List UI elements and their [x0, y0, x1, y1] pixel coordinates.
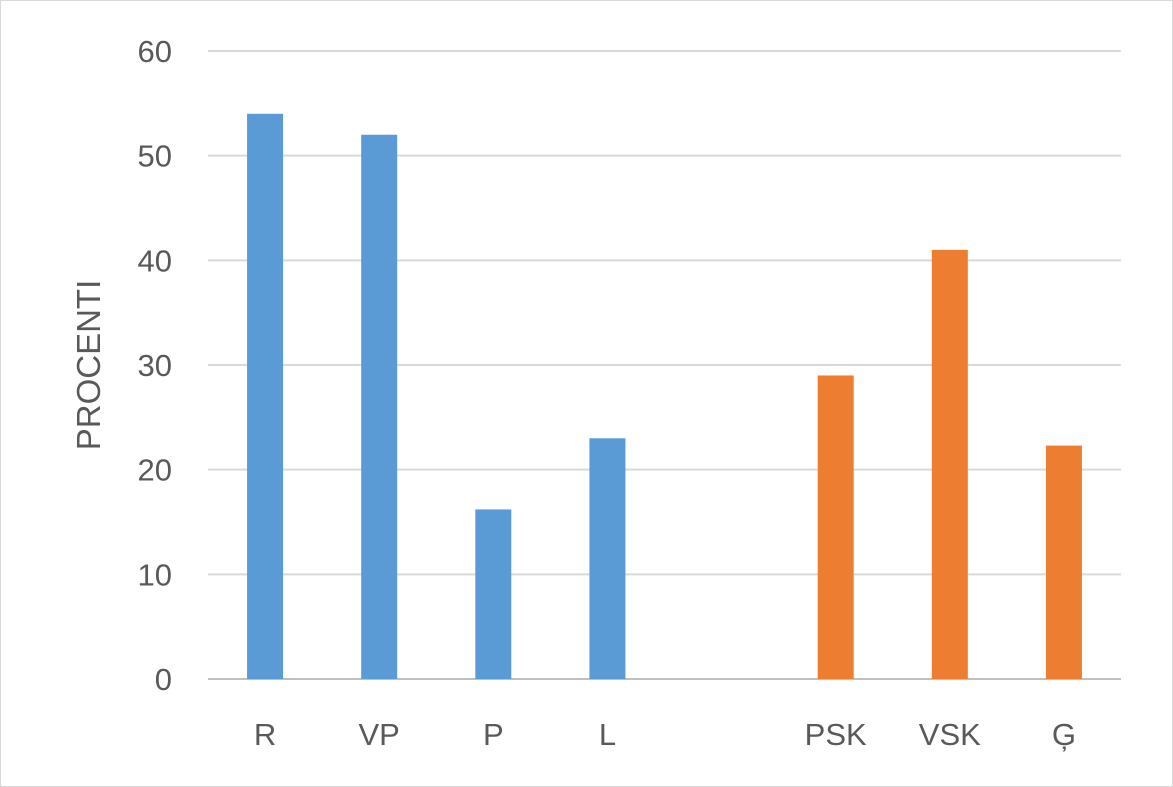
bar — [1045, 445, 1082, 679]
x-category-label: Ģ — [1052, 717, 1076, 752]
gridlines — [208, 50, 1121, 680]
y-tick-label: 50 — [138, 139, 172, 174]
x-category-label: R — [254, 717, 276, 752]
bar — [589, 438, 626, 679]
bar — [931, 249, 968, 679]
y-tick-label: 30 — [138, 348, 172, 383]
bars — [247, 113, 1082, 680]
bar — [817, 375, 854, 679]
x-axis-category-labels: R VP P L PSK VSK Ģ — [254, 717, 1076, 752]
x-category-label: L — [599, 717, 616, 752]
x-category-label: PSK — [805, 717, 867, 752]
y-tick-label: 40 — [138, 243, 172, 278]
y-axis-label: PROCENTI — [70, 280, 107, 451]
y-tick-label: 10 — [138, 557, 172, 592]
bar — [247, 113, 284, 680]
x-category-label: VP — [359, 717, 400, 752]
y-tick-label: 60 — [138, 34, 172, 69]
y-axis-tick-labels: 0 10 20 30 40 50 60 — [138, 34, 172, 697]
x-category-label: VSK — [919, 717, 981, 752]
x-category-label: P — [483, 717, 504, 752]
y-tick-label: 0 — [155, 662, 172, 697]
y-tick-label: 20 — [138, 453, 172, 488]
bar — [361, 134, 398, 679]
bar — [475, 509, 512, 679]
